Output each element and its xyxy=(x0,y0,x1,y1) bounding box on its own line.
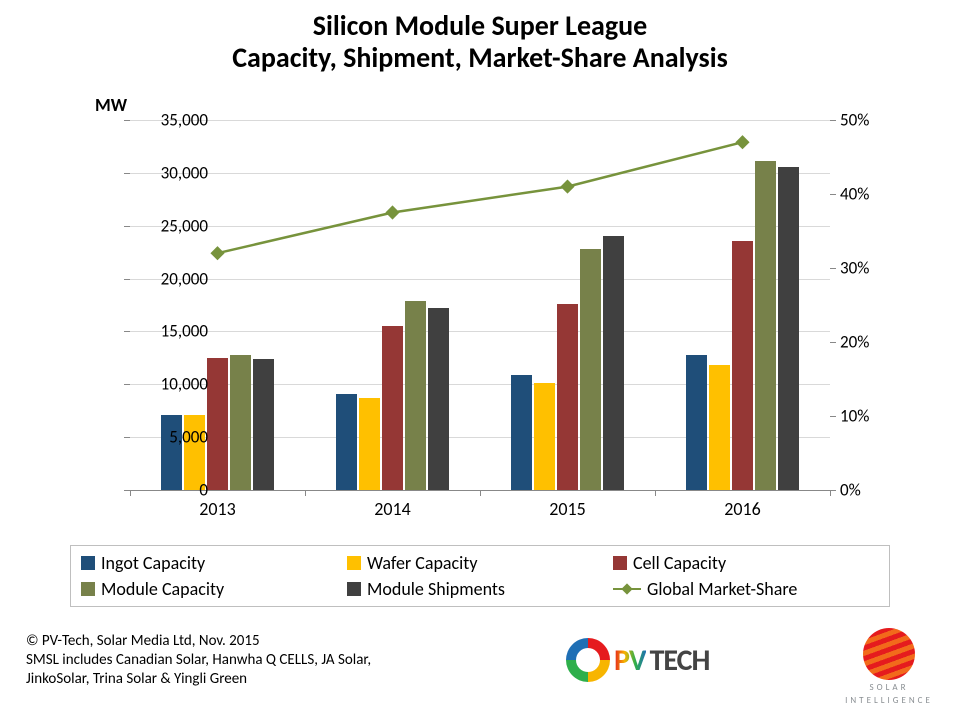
bar xyxy=(686,355,707,490)
market-share-marker xyxy=(735,135,749,149)
y-left-tick-label: 30,000 xyxy=(138,162,208,183)
legend-item: Cell Capacity xyxy=(613,552,879,574)
pvtech-logo-text-pv: PV xyxy=(614,642,646,679)
market-share-marker xyxy=(560,180,574,194)
legend-label: Wafer Capacity xyxy=(367,552,477,574)
legend-label: Cell Capacity xyxy=(633,552,726,574)
legend-swatch xyxy=(81,582,95,596)
footer-line1: © PV-Tech, Solar Media Ltd, Nov. 2015 xyxy=(26,632,934,651)
y-right-tick-label: 50% xyxy=(840,110,910,131)
bar xyxy=(755,161,776,490)
y-left-tick-label: 25,000 xyxy=(138,215,208,236)
legend-swatch xyxy=(347,582,361,596)
y-left-tick-label: 10,000 xyxy=(138,374,208,395)
y-right-tick-label: 40% xyxy=(840,184,910,205)
bar xyxy=(428,308,449,490)
y-right-tick-label: 0% xyxy=(840,480,910,501)
page: Silicon Module Super League Capacity, Sh… xyxy=(0,0,960,720)
bar xyxy=(207,358,228,490)
y-left-tick-label: 35,000 xyxy=(138,110,208,131)
legend-label: Module Shipments xyxy=(367,578,505,600)
footer-line2: SMSL includes Canadian Solar, Hanwha Q C… xyxy=(26,651,934,670)
legend-line-swatch xyxy=(613,582,641,596)
footer-line3: JinkoSolar, Trina Solar & Yingli Green xyxy=(26,670,934,689)
pvtech-logo: PVTECH xyxy=(566,638,709,682)
y-right-tick-label: 10% xyxy=(840,406,910,427)
bar xyxy=(709,365,730,490)
solar-logo-line1: SOLAR xyxy=(844,682,934,693)
pvtech-logo-icon xyxy=(566,638,610,682)
y-left-tick-label: 0 xyxy=(138,480,208,501)
x-tick-label: 2016 xyxy=(724,498,761,520)
x-tick-label: 2015 xyxy=(549,498,586,520)
bar xyxy=(557,304,578,490)
bar xyxy=(580,249,601,490)
bar xyxy=(511,375,532,490)
bar xyxy=(336,394,357,490)
legend-label: Global Market-Share xyxy=(647,578,797,600)
solar-intelligence-logo: SOLAR INTELLIGENCE xyxy=(844,628,934,706)
bar xyxy=(534,383,555,490)
bar xyxy=(230,355,251,490)
solar-logo-icon xyxy=(863,628,915,680)
x-tick-label: 2014 xyxy=(374,498,411,520)
bar xyxy=(603,236,624,490)
chart-title-block: Silicon Module Super League Capacity, Sh… xyxy=(0,0,960,74)
market-share-marker xyxy=(210,246,224,260)
legend-item: Module Shipments xyxy=(347,578,613,600)
y-left-tick-label: 15,000 xyxy=(138,321,208,342)
footer: © PV-Tech, Solar Media Ltd, Nov. 2015 SM… xyxy=(26,632,934,702)
y-left-tick-label: 20,000 xyxy=(138,268,208,289)
market-share-marker xyxy=(385,205,399,219)
legend-swatch xyxy=(347,556,361,570)
legend-item: Ingot Capacity xyxy=(81,552,347,574)
chart-area: MW 05,00010,00015,00020,00025,00030,0003… xyxy=(40,100,920,530)
bar xyxy=(359,398,380,490)
bar xyxy=(253,359,274,490)
bar xyxy=(382,326,403,490)
legend-item: Module Capacity xyxy=(81,578,347,600)
y-right-tick-label: 30% xyxy=(840,258,910,279)
legend-swatch xyxy=(81,556,95,570)
plot-region xyxy=(130,120,830,491)
legend-label: Ingot Capacity xyxy=(101,552,205,574)
bar xyxy=(778,167,799,490)
pvtech-logo-text-tech: TECH xyxy=(650,642,710,679)
chart-title-line1: Silicon Module Super League xyxy=(0,10,960,42)
y-left-tick-label: 5,000 xyxy=(138,427,208,448)
x-tick-label: 2013 xyxy=(199,498,236,520)
legend-label: Module Capacity xyxy=(101,578,224,600)
y-right-tick-label: 20% xyxy=(840,332,910,353)
market-share-line xyxy=(218,142,743,253)
legend-swatch xyxy=(613,556,627,570)
chart-title-line2: Capacity, Shipment, Market-Share Analysi… xyxy=(0,42,960,74)
bar xyxy=(732,241,753,490)
legend-item: Global Market-Share xyxy=(613,578,879,600)
legend-item: Wafer Capacity xyxy=(347,552,613,574)
legend: Ingot Capacity Wafer Capacity Cell Capacit… xyxy=(70,545,890,607)
mw-axis-label: MW xyxy=(95,94,127,116)
solar-logo-line2: INTELLIGENCE xyxy=(844,695,934,706)
bar xyxy=(405,301,426,490)
